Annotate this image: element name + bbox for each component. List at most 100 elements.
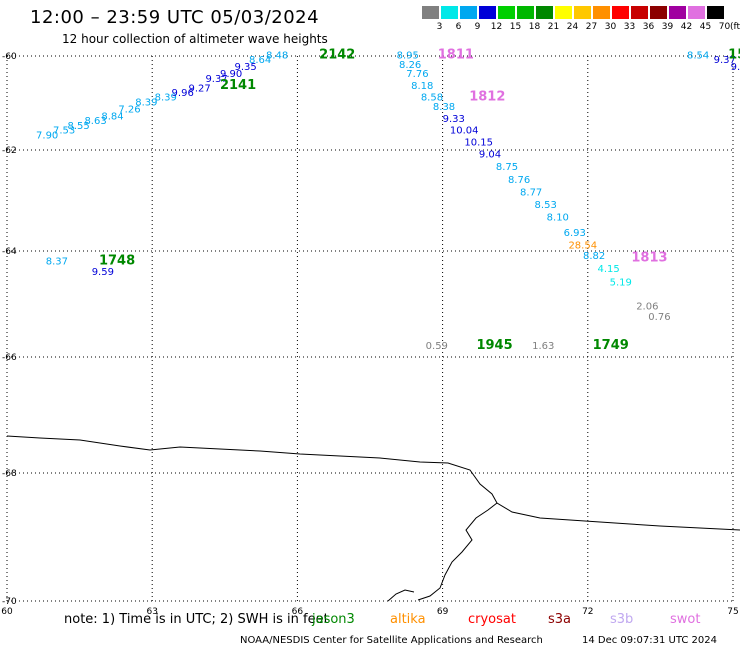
mission-jason3-label: jason3 (312, 612, 355, 627)
longitude-tick-label: 69 (437, 607, 449, 617)
wave-height-value: 2.06 (636, 301, 658, 312)
scale-label: 9 (474, 22, 481, 32)
scale-unit: (ft) (730, 22, 740, 32)
scale-label: 21 (547, 22, 560, 32)
scale-swatch (593, 6, 610, 19)
wave-height-value: 8.48 (266, 50, 288, 61)
scale-swatch (460, 6, 477, 19)
wave-height-value: 8.77 (520, 187, 542, 198)
wave-height-value: 9.04 (479, 150, 501, 161)
wave-height-value: 6.93 (564, 228, 586, 239)
pass-labels: 2142 2141 1811 1812 1748 1813 1945 1749 1553 (99, 47, 740, 353)
pass-time-label: 1813 (631, 251, 667, 266)
scale-label: 3 (436, 22, 443, 32)
mission-s3b-label: s3b (610, 612, 634, 627)
wave-height-value: 7.76 (406, 69, 428, 80)
pass-time-label: 2142 (319, 47, 355, 62)
scale-swatch (631, 6, 648, 19)
scale-swatch (574, 6, 591, 19)
scale-label: 12 (490, 22, 503, 32)
scale-label: 70 (718, 22, 731, 32)
scale-swatch (517, 6, 534, 19)
scale-swatch (669, 6, 686, 19)
latitude-tick-label: -62 (2, 146, 17, 156)
wave-height-value: 9.35 (234, 62, 256, 73)
scale-label: 18 (528, 22, 541, 32)
wave-height-value: 8.54 (687, 50, 709, 61)
wave-height-value: 9.33 (443, 114, 465, 125)
wave-height-value: 8.95 (397, 50, 419, 61)
pass-time-label: 1553 (728, 47, 740, 62)
wave-height-value: 8.84 (101, 111, 123, 122)
longitude-tick-label: 60 (1, 607, 13, 617)
wave-height-value: 7.26 (118, 104, 140, 115)
coastline-south (387, 589, 415, 602)
wave-height-value: 1.63 (532, 341, 554, 352)
scale-swatch (536, 6, 553, 19)
scale-label: 42 (680, 22, 693, 32)
wave-height-value: 4.15 (597, 264, 619, 275)
mission-swot-label: swot (670, 612, 701, 627)
scale-swatch (707, 6, 724, 19)
wave-height-value: 8.76 (508, 175, 530, 186)
wave-height-value: 10.04 (450, 126, 479, 137)
graticule (6, 55, 734, 602)
scale-label: 6 (455, 22, 462, 32)
wave-height-value: 8.75 (496, 162, 518, 173)
pass-time-label: 1748 (99, 253, 135, 268)
wave-height-value: 8.55 (68, 121, 90, 132)
wave-height-value: 8.18 (411, 81, 433, 92)
longitude-tick-label: 63 (146, 607, 157, 617)
wave-height-value: 9.59 (92, 267, 114, 278)
map-frame (7, 56, 733, 601)
wave-height-value: 7.90 (36, 130, 58, 141)
latitude-tick-label: -60 (2, 52, 17, 62)
scale-label: 45 (699, 22, 712, 32)
pass-time-label: 1749 (593, 338, 629, 353)
wave-height-value: 5.19 (610, 277, 632, 288)
scale-label: 36 (642, 22, 655, 32)
mission-altika-label: altika (390, 612, 426, 627)
wave-height-observations: 7.907.538.558.638.847.268.398.399.969.27… (36, 50, 740, 352)
map-subtitle: 12 hour collection of altimeter wave hei… (62, 32, 328, 46)
wave-height-value: 8.38 (433, 102, 455, 113)
scale-swatch (688, 6, 705, 19)
latitude-tick-label: -64 (2, 247, 17, 257)
coastline (6, 435, 740, 602)
wave-height-value: 8.58 (421, 93, 443, 104)
longitude-tick-label: 66 (292, 607, 304, 617)
scale-label: 39 (661, 22, 674, 32)
mission-s3a-label: s3a (548, 612, 572, 627)
wave-height-value: 0.59 (426, 341, 448, 352)
footer-note: note: 1) Time is in UTC; 2) SWH is in fe… (64, 612, 329, 627)
wave-height-value: 10.15 (464, 137, 493, 148)
wave-height-value: 8.82 (583, 251, 605, 262)
wave-height-value: 0.76 (648, 312, 670, 323)
scale-swatch (479, 6, 496, 19)
generated-timestamp: 14 Dec 09:07:31 UTC 2024 (582, 635, 717, 646)
credit-line: NOAA/NESDIS Center for Satellite Applica… (240, 635, 543, 646)
wave-height-value: 8.37 (46, 256, 68, 267)
pass-time-label: 1812 (469, 90, 505, 105)
wave-height-value: 8.26 (399, 60, 421, 71)
mission-cryosat-label: cryosat (468, 612, 516, 627)
wave-height-value: 8.63 (84, 116, 106, 127)
wave-height-value: 9.37 (205, 74, 227, 85)
coastline-path (6, 435, 740, 531)
coastline-inlet (417, 502, 498, 601)
wave-height-value: 7.53 (53, 126, 75, 137)
map-title: 12:00 – 23:59 UTC 05/03/2024 (30, 7, 320, 28)
wave-height-value: 9.96 (172, 88, 194, 99)
wave-height-value: 8.64 (249, 55, 271, 66)
scale-label: 15 (509, 22, 522, 32)
wave-height-value: 8.10 (547, 213, 569, 224)
scale-label: 30 (604, 22, 617, 32)
scale-swatch (555, 6, 572, 19)
wave-height-value: 9.81 (731, 62, 740, 73)
scale-swatch (612, 6, 629, 19)
latitude-tick-label: -68 (2, 469, 17, 479)
pass-time-label: 2141 (220, 78, 256, 93)
pass-time-label: 1945 (476, 338, 512, 353)
latitude-tick-label: -66 (2, 353, 17, 363)
